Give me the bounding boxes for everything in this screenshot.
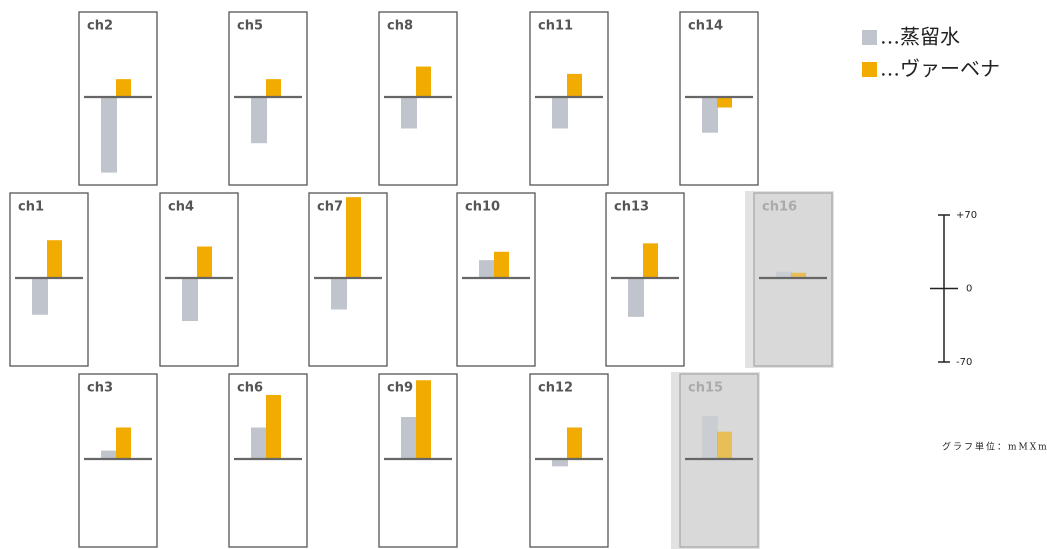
panel-label: ch11 bbox=[538, 19, 573, 34]
bar bbox=[32, 278, 48, 315]
panel-label: ch2 bbox=[87, 19, 113, 34]
scale-tick-label: 0 bbox=[966, 284, 972, 295]
bar bbox=[702, 415, 718, 459]
bar bbox=[101, 450, 117, 459]
panel bbox=[78, 373, 158, 548]
bar bbox=[401, 97, 417, 129]
panel bbox=[9, 192, 89, 367]
bar bbox=[116, 79, 131, 97]
bar bbox=[182, 278, 198, 322]
bar bbox=[346, 197, 361, 278]
bar bbox=[567, 427, 582, 459]
panel-label: ch16 bbox=[762, 200, 797, 215]
bar bbox=[116, 427, 131, 459]
panel bbox=[378, 11, 458, 186]
panel-label: ch12 bbox=[538, 381, 573, 396]
bar bbox=[479, 260, 495, 278]
panel-label: ch6 bbox=[237, 381, 263, 396]
bar bbox=[251, 97, 267, 144]
bar bbox=[251, 427, 267, 459]
bar bbox=[266, 394, 281, 459]
panel-label: ch8 bbox=[387, 19, 413, 34]
bar bbox=[416, 380, 431, 459]
panel-label: ch4 bbox=[168, 200, 194, 215]
scale-tick-label: +70 bbox=[956, 210, 977, 221]
legend-label: …蒸留水 bbox=[880, 25, 960, 49]
legend-swatch bbox=[862, 62, 877, 77]
panel bbox=[679, 373, 759, 548]
bar bbox=[552, 97, 568, 129]
legend-label: …ヴァーベナ bbox=[880, 57, 1000, 81]
bar bbox=[266, 79, 281, 97]
bar bbox=[494, 251, 509, 278]
bar bbox=[717, 431, 732, 459]
bar bbox=[401, 417, 417, 459]
bar bbox=[702, 97, 718, 133]
panel-label: ch14 bbox=[688, 19, 723, 34]
panel bbox=[228, 11, 308, 186]
panel-label: ch10 bbox=[465, 200, 500, 215]
panel bbox=[456, 192, 536, 367]
bar bbox=[552, 459, 568, 467]
unit-label: グラフ単位：mMXmm bbox=[942, 441, 1047, 453]
panel-label: ch7 bbox=[317, 200, 343, 215]
bar bbox=[643, 243, 658, 278]
bar bbox=[416, 66, 431, 97]
panel-label: ch13 bbox=[614, 200, 649, 215]
bar bbox=[628, 278, 644, 317]
panel bbox=[159, 192, 239, 367]
panel-label: ch9 bbox=[387, 381, 413, 396]
panel bbox=[529, 373, 609, 548]
bar bbox=[197, 246, 212, 278]
bar bbox=[717, 97, 732, 108]
bar bbox=[331, 278, 347, 310]
scale-tick-label: -70 bbox=[956, 357, 972, 368]
legend-swatch bbox=[862, 30, 877, 45]
panel bbox=[753, 192, 833, 367]
panel bbox=[605, 192, 685, 367]
bar bbox=[567, 73, 582, 97]
bar bbox=[776, 271, 792, 278]
panel-label: ch3 bbox=[87, 381, 113, 396]
bar bbox=[101, 97, 117, 173]
panel-label: ch1 bbox=[18, 200, 44, 215]
bar bbox=[791, 272, 806, 278]
panel bbox=[529, 11, 609, 186]
panel-label: ch15 bbox=[688, 381, 723, 396]
panel bbox=[78, 11, 158, 186]
panel-label: ch5 bbox=[237, 19, 263, 34]
bar bbox=[47, 240, 62, 278]
